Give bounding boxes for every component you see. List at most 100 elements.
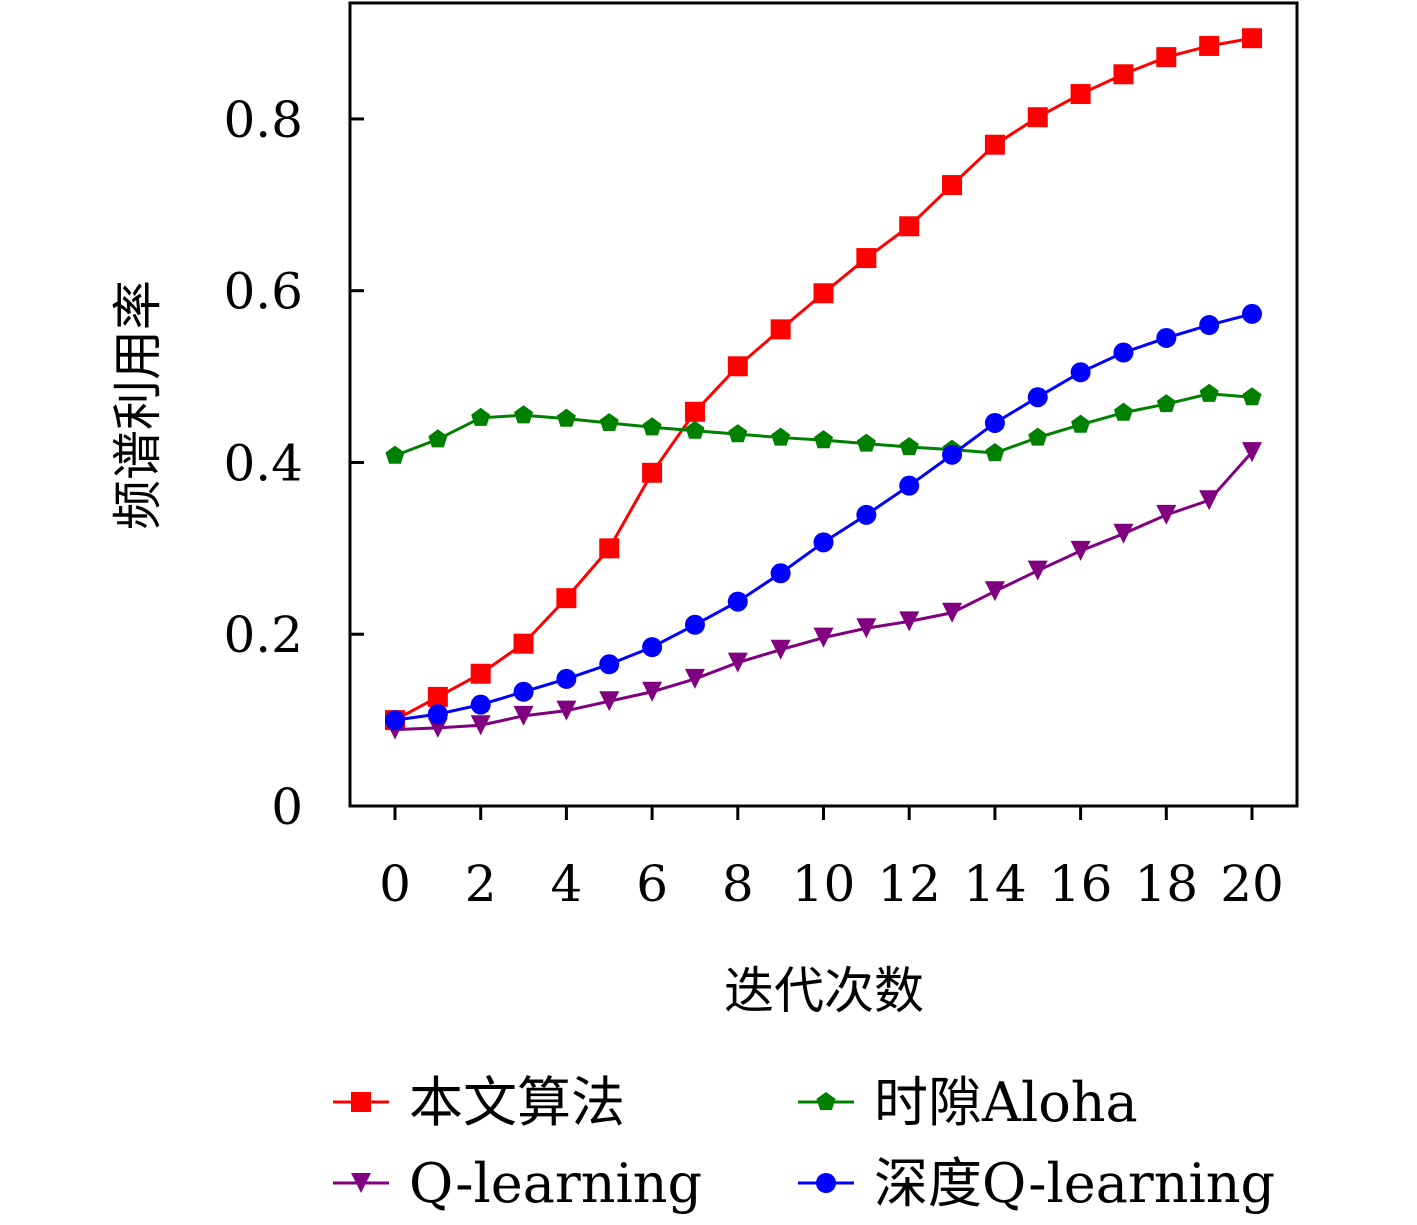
legend: 本文算法 时隙Aloha Q-learning 深度Q-learning <box>333 1071 1275 1215</box>
data-point <box>984 134 1005 155</box>
data-point <box>899 216 920 237</box>
x-tick-label: 18 <box>1134 855 1198 913</box>
series-line <box>394 312 1253 722</box>
data-point <box>1113 523 1134 544</box>
data-point <box>599 538 620 559</box>
data-point <box>427 717 448 738</box>
legend-label: Q-learning <box>409 1152 702 1215</box>
data-point <box>599 691 620 712</box>
data-point <box>1113 342 1134 363</box>
data-point <box>471 407 491 426</box>
data-point <box>899 475 920 496</box>
legend-item: 深度Q-learning <box>798 1152 1275 1215</box>
data-point <box>1242 387 1262 406</box>
x-tick-label: 12 <box>877 855 941 913</box>
data-point <box>1199 383 1219 402</box>
data-point <box>813 532 834 553</box>
x-tick-label: 2 <box>465 855 497 913</box>
data-point <box>514 405 534 424</box>
data-point <box>984 412 1005 433</box>
y-tick-label: 0.6 <box>223 263 303 321</box>
data-point <box>427 686 448 707</box>
data-point <box>556 668 577 689</box>
data-point <box>1242 303 1263 324</box>
data-point <box>1027 560 1048 581</box>
x-tick-label: 8 <box>722 855 754 913</box>
data-point <box>1199 315 1220 336</box>
data-point <box>1156 47 1177 68</box>
data-point <box>984 581 1005 602</box>
data-point <box>1199 490 1220 511</box>
x-axis-label: 迭代次数 <box>724 962 924 1020</box>
data-point <box>385 445 405 464</box>
data-point <box>1242 442 1263 463</box>
data-point <box>642 637 663 658</box>
y-axis-label: 频谱利用率 <box>109 280 167 530</box>
x-tick-label: 0 <box>379 855 411 913</box>
x-tick-label: 10 <box>792 855 856 913</box>
data-point <box>513 681 534 702</box>
data-point <box>770 639 791 660</box>
data-point <box>513 705 534 726</box>
series-0 <box>384 28 1263 731</box>
series-3 <box>384 303 1263 731</box>
data-point <box>642 462 663 483</box>
series-1 <box>385 383 1262 464</box>
data-point <box>599 412 619 432</box>
y-tick-label: 0 <box>271 778 303 836</box>
data-point <box>942 602 963 623</box>
data-point <box>770 563 791 584</box>
x-tick-label: 4 <box>550 855 582 913</box>
data-point <box>1070 540 1091 561</box>
data-point <box>727 591 748 612</box>
data-point <box>813 283 834 304</box>
data-point <box>1070 362 1091 383</box>
plot-frame <box>348 1 1299 808</box>
legend-marker <box>816 1173 836 1193</box>
data-point <box>1113 64 1134 85</box>
data-point <box>513 633 534 654</box>
legend-label: 深度Q-learning <box>874 1152 1275 1215</box>
data-point <box>599 654 620 675</box>
data-point <box>642 681 663 702</box>
data-point <box>685 420 705 439</box>
data-point <box>899 611 920 632</box>
data-point <box>1071 414 1091 433</box>
data-point <box>942 175 963 196</box>
data-point <box>684 401 705 422</box>
data-point <box>899 437 919 456</box>
data-point <box>728 424 748 443</box>
data-point <box>727 652 748 673</box>
data-point <box>428 429 448 448</box>
legend-marker <box>351 1173 371 1193</box>
data-point <box>384 710 405 731</box>
data-point <box>1199 35 1220 56</box>
data-point <box>684 614 705 635</box>
data-point <box>1113 402 1133 421</box>
data-point <box>470 694 491 715</box>
y-tick-label: 0.4 <box>223 434 303 492</box>
data-point <box>1027 387 1048 408</box>
legend-label: 本文算法 <box>409 1071 625 1134</box>
data-point <box>813 627 834 648</box>
legend-label: 时隙Aloha <box>874 1071 1138 1134</box>
legend-item: Q-learning <box>333 1152 702 1215</box>
data-point <box>470 663 491 684</box>
data-point <box>727 356 748 377</box>
data-point <box>684 668 705 689</box>
y-tick-label: 0.2 <box>223 606 303 664</box>
y-tick-label: 0.8 <box>223 91 303 149</box>
series-2 <box>384 442 1263 740</box>
data-point <box>771 427 791 446</box>
data-point <box>856 618 877 639</box>
data-point <box>1242 28 1263 49</box>
data-point <box>856 504 877 525</box>
x-tick-label: 16 <box>1049 855 1113 913</box>
data-point <box>770 319 791 340</box>
legend-marker <box>351 1092 371 1112</box>
legend-marker <box>816 1092 836 1111</box>
legend-item: 时隙Aloha <box>798 1071 1138 1134</box>
data-point <box>942 444 963 465</box>
